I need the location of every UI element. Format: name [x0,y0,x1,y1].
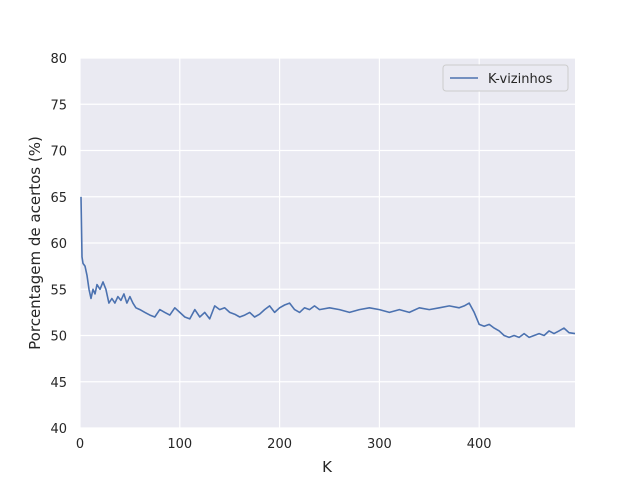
x-tick-label: 200 [267,437,292,452]
x-tick-label: 400 [467,437,492,452]
series-layer [80,196,576,339]
legend-box [442,64,569,92]
y-axis-label: Porcentagem de acertos (%) [26,136,44,350]
y-tick-label: 80 [50,52,67,67]
y-tick-label: 70 [50,145,67,160]
x-tick-label: 100 [167,437,192,452]
y-tick-label: 40 [50,422,67,437]
y-tick-label: 75 [50,98,67,113]
grid [79,57,575,429]
x-tick-label: 300 [367,437,392,452]
y-tick-labels: 40 45 50 55 60 65 70 75 80 [50,52,67,437]
y-tick-label: 55 [50,283,67,298]
y-tick-label: 45 [50,376,67,391]
y-tick-label: 60 [50,237,67,252]
x-tick-labels: 0 100 200 300 400 [76,437,492,452]
x-tick-label: 0 [76,437,84,452]
y-tick-label: 65 [50,191,67,206]
legend-label: K-vizinhos [488,72,553,87]
series-line [80,196,576,339]
legend: K-vizinhos [442,64,569,92]
y-tick-label: 50 [50,330,67,345]
x-axis-label: K [322,458,333,476]
